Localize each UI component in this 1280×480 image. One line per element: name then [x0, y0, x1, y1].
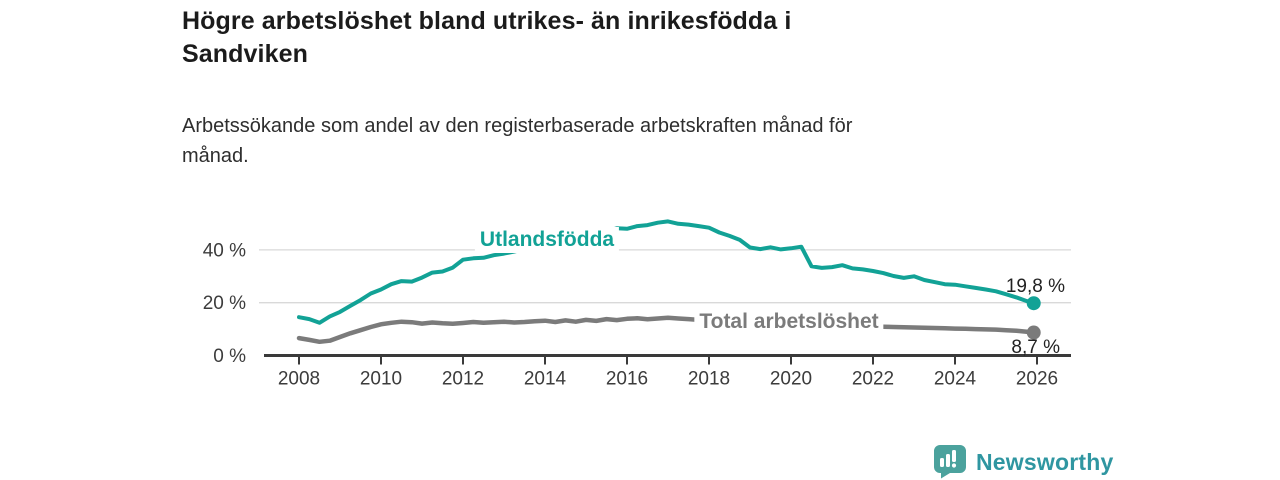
x-tick-label-2008: 2008	[278, 369, 320, 390]
series-end-dot-total	[1026, 325, 1041, 340]
x-tick-label-2012: 2012	[442, 369, 484, 390]
x-tick-label-2026: 2026	[1016, 369, 1058, 390]
x-tick-label-2010: 2010	[360, 369, 402, 390]
x-tick-label-2024: 2024	[934, 369, 977, 390]
bar-chart-bar-small	[940, 458, 944, 467]
series-line-total	[296, 315, 1036, 345]
newsworthy-logo-icon	[934, 445, 966, 479]
series-line-utlandsfodda	[297, 219, 1036, 325]
chart-title-line-1: Högre arbetslöshet bland utrikes- än inr…	[182, 7, 792, 35]
chart-title-line-2: Sandviken	[182, 40, 308, 68]
exclamation-dot	[951, 463, 957, 468]
x-tick-label-2022: 2022	[852, 369, 894, 390]
end-value-label-utlandsfodda: 19,8 %	[1005, 276, 1065, 297]
chart-title: Högre arbetslöshet bland utrikes- än inr…	[182, 5, 1082, 71]
series-end-dot-utlandsfodda	[1026, 296, 1041, 311]
series-label-utlandsfodda: Utlandsfödda	[474, 227, 620, 253]
y-tick-label-0: 0 %	[213, 346, 246, 367]
x-tick-label-2014: 2014	[524, 369, 567, 390]
end-value-label-total: 8,7 %	[1011, 337, 1060, 358]
chart-subtitle-line-1: Arbetssökande som andel av den registerb…	[182, 115, 853, 137]
newsworthy-branding: Newsworthy	[934, 445, 1113, 479]
y-tick-label-40: 40 %	[203, 240, 246, 261]
chart-subtitle: Arbetssökande som andel av den registerb…	[182, 111, 1082, 171]
bar-chart-bar-tall	[946, 454, 950, 467]
exclamation-stroke	[952, 450, 956, 462]
series-label-total-arbetsloshet: Total arbetslöshet	[694, 309, 884, 335]
x-tick-label-2018: 2018	[688, 369, 730, 390]
x-tick-label-2016: 2016	[606, 369, 648, 390]
y-tick-label-20: 20 %	[203, 293, 246, 314]
x-tick-label-2020: 2020	[770, 369, 812, 390]
newsworthy-wordmark: Newsworthy	[976, 449, 1114, 475]
chart-subtitle-line-2: månad.	[182, 145, 249, 167]
